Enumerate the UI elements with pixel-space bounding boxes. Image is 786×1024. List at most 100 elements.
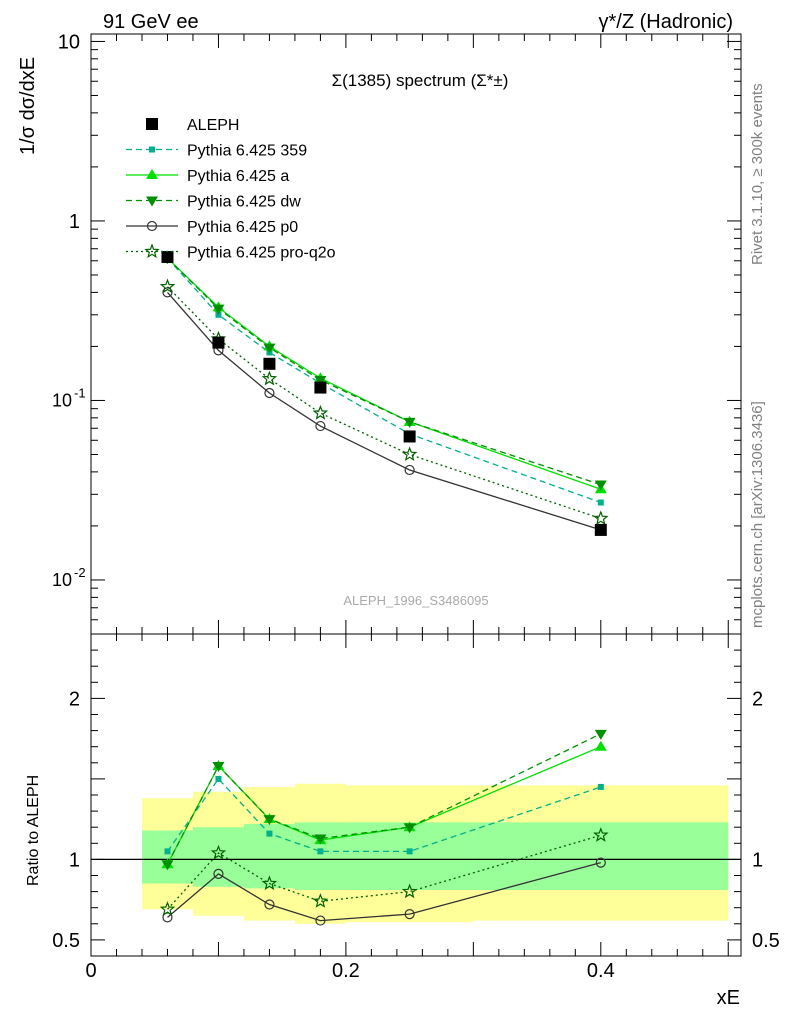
point-pythia-6-425-pro-q2o	[401, 446, 418, 462]
x-tick-label: 0.4	[587, 960, 615, 982]
ratio-point-pythia-6-425-359	[266, 830, 273, 837]
legend-marker	[146, 220, 158, 232]
legend-label: Pythia 6.425 pro-q2o	[187, 245, 336, 262]
ratio-panel: 0.5 0.5 1 1 2 2 0 0.2 0.4	[52, 633, 780, 982]
legend-label: Pythia 6.425 p0	[187, 219, 298, 236]
ratio-y-axis-label: Ratio to ALEPH	[25, 775, 42, 886]
y-tick-label-base: 10	[52, 570, 72, 590]
ratio-point-pythia-6-425-pro-q2o	[210, 844, 227, 860]
legend-marker	[146, 169, 158, 179]
legend-item-pythia-6-425-dw: Pythia 6.425 dw	[126, 194, 301, 211]
ratio-point-pythia-6-425-a	[594, 740, 607, 751]
main-y-axis-label: 1/σ dσ/dxE	[17, 57, 39, 155]
data-point-aleph	[161, 250, 174, 263]
ratio-y-tick-label-left: 1	[69, 849, 80, 871]
x-tick-label: 0.2	[332, 960, 360, 982]
ratio-point-pythia-6-425-p0	[264, 899, 275, 910]
y-tick-label-base: 10	[52, 390, 72, 410]
legend-label: ALEPH	[187, 117, 239, 134]
point-pythia-6-425-p0	[315, 420, 326, 432]
legend-item-pythia-6-425-359: Pythia 6.425 359	[126, 143, 307, 160]
ratio-point-pythia-6-425-dw	[314, 834, 327, 845]
ratio-point-pythia-6-425-pro-q2o	[312, 893, 329, 908]
data-point-aleph	[403, 430, 416, 443]
legend-marker	[149, 146, 155, 153]
point-pythia-6-425-pro-q2o	[312, 404, 329, 420]
ratio-point-pythia-6-425-pro-q2o	[593, 827, 609, 842]
ratio-point-pythia-6-425-359	[597, 783, 604, 790]
y-tick-label-exponent: -1	[74, 385, 86, 400]
legend-label: Pythia 6.425 a	[187, 168, 289, 185]
y-tick-label: 10 -2	[52, 565, 86, 590]
ratio-point-pythia-6-425-359	[317, 848, 324, 855]
ratio-point-pythia-6-425-dw	[161, 860, 174, 871]
ratio-point-pythia-6-425-p0	[595, 857, 606, 868]
ratio-point-pythia-6-425-pro-q2o	[159, 901, 176, 916]
legend-item-pythia-6-425-a: Pythia 6.425 a	[126, 168, 289, 185]
ratio-point-pythia-6-425-p0	[162, 912, 173, 923]
data-point-aleph	[212, 336, 225, 349]
ratio-point-pythia-6-425-p0	[213, 868, 224, 879]
x-axis-label: xE	[717, 987, 740, 1009]
ratio-point-pythia-6-425-359	[164, 848, 171, 855]
ratio-point-pythia-6-425-p0	[315, 915, 326, 926]
ratio-point-pythia-6-425-359	[215, 775, 222, 782]
ratio-point-pythia-6-425-p0	[404, 909, 415, 920]
point-pythia-6-425-359	[215, 311, 222, 318]
ratio-point-pythia-6-425-pro-q2o	[401, 883, 418, 899]
error-band-inner	[141, 830, 193, 884]
ratio-point-pythia-6-425-dw	[263, 815, 276, 826]
point-pythia-6-425-dw	[263, 343, 276, 354]
ratio-line-pythia-6-425-p0	[167, 861, 601, 922]
series-line-pythia-6-425-a	[167, 257, 602, 490]
series-line-pythia-6-425-pro-q2o	[167, 286, 602, 520]
y-tick-label: 10 -1	[52, 385, 86, 410]
legend-marker	[146, 118, 158, 130]
error-band-inner	[192, 827, 244, 887]
legend: ALEPH Pythia 6.425 359 Pythia 6.425 a Pythi…	[126, 117, 336, 262]
header-right: γ*/Z (Hadronic)	[599, 11, 733, 33]
point-pythia-6-425-359	[597, 499, 604, 506]
ratio-point-pythia-6-425-pro-q2o	[261, 875, 278, 891]
mcplots-label: mcplots.cern.ch [arXiv:1306.3436]	[749, 401, 766, 628]
ratio-y-tick-label-left: 2	[69, 688, 80, 710]
legend-label: Pythia 6.425 dw	[187, 194, 301, 211]
ratio-point-pythia-6-425-dw	[212, 762, 225, 773]
series-line-pythia-6-425-p0	[167, 291, 601, 531]
point-pythia-6-425-dw	[403, 417, 416, 428]
ratio-y-tick-label-right: 1	[752, 849, 763, 871]
y-tick-label-text: 10	[58, 31, 80, 53]
ratio-y-tick-label-right: 0.5	[752, 930, 780, 952]
point-pythia-6-425-pro-q2o	[593, 510, 609, 526]
ratio-point-pythia-6-425-dw	[594, 729, 607, 740]
series-line-pythia-6-425-359	[167, 257, 602, 504]
y-tick-label: 10	[58, 31, 80, 53]
error-band-inner	[473, 822, 729, 890]
legend-item-aleph: ALEPH	[146, 117, 239, 134]
point-pythia-6-425-p0	[264, 387, 275, 399]
ratio-point-pythia-6-425-dw	[403, 823, 416, 834]
rivet-label: Rivet 3.1.10, ≥ 300k events	[749, 83, 766, 265]
point-pythia-6-425-dw	[594, 480, 607, 491]
point-pythia-6-425-pro-q2o	[261, 370, 278, 386]
main-title: Σ(1385) spectrum (Σ*±)	[332, 71, 509, 90]
ratio-line-pythia-6-425-359	[166, 777, 602, 853]
legend-item-pythia-6-425-p0: Pythia 6.425 p0	[126, 219, 298, 236]
ratio-line-pythia-6-425-dw	[166, 733, 602, 865]
legend-label: Pythia 6.425 359	[187, 143, 307, 160]
point-pythia-6-425-pro-q2o	[159, 278, 176, 294]
point-pythia-6-425-p0	[404, 464, 415, 476]
ratio-y-tick-label-right: 2	[752, 688, 763, 710]
legend-marker	[146, 196, 158, 207]
data-point-aleph	[594, 523, 607, 536]
data-point-aleph	[263, 357, 276, 370]
legend-item-pythia-6-425-pro-q2o: Pythia 6.425 pro-q2o	[126, 243, 336, 262]
ratio-point-pythia-6-425-359	[406, 848, 413, 855]
header-left: 91 GeV ee	[103, 11, 199, 33]
y-tick-label: 1	[69, 211, 80, 233]
legend-marker	[144, 243, 160, 259]
watermark: ALEPH_1996_S3486095	[343, 593, 488, 608]
point-pythia-6-425-dw	[212, 304, 225, 315]
